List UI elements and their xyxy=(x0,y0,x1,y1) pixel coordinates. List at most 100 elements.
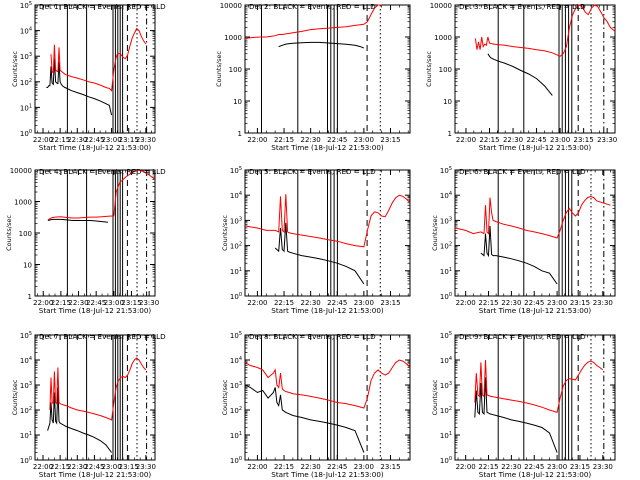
x-tick-label: 22:00 xyxy=(247,463,267,471)
series-line xyxy=(244,4,382,39)
x-axis-label: Start Time (18-Jul-12 21:53:00) xyxy=(39,143,152,152)
y-tick-label: 103 xyxy=(230,216,242,225)
x-tick-label: 23:00 xyxy=(354,136,374,144)
y-tick-label: 1000 xyxy=(434,34,452,42)
y-tick-label: 103 xyxy=(440,381,452,390)
y-tick-label: 1 xyxy=(448,130,452,138)
plot-frame xyxy=(454,169,616,297)
y-tick-label: 105 xyxy=(440,166,452,175)
y-tick-label: 1 xyxy=(238,130,242,138)
series-line xyxy=(49,357,147,421)
y-tick-label: 100 xyxy=(440,292,452,301)
chart-title: Det 6: BLACK = Events, RED = LLD xyxy=(459,167,586,176)
x-tick-label: 22:00 xyxy=(33,136,53,144)
y-axis-label: Counts/sec xyxy=(11,51,19,87)
x-tick-label: 23:00 xyxy=(104,299,124,307)
chart-panel-2: 1 10 100 1000 10000 22:00 22:15 22:30 22:45 23:00… xyxy=(215,2,411,152)
y-tick-label: 104 xyxy=(230,356,242,365)
series-line xyxy=(474,359,604,414)
chart-title: Det 3: BLACK = Events, RED = LLD xyxy=(459,2,586,11)
y-tick-label: 104 xyxy=(230,191,242,200)
x-tick-label: 22:30 xyxy=(503,136,523,144)
y-tick-label: 10 xyxy=(443,98,452,106)
x-tick-label: 22:30 xyxy=(67,463,87,471)
series-line xyxy=(474,377,558,453)
y-tick-label: 101 xyxy=(20,103,32,112)
y-tick-label: 104 xyxy=(440,356,452,365)
x-tick-label: 22:00 xyxy=(247,299,267,307)
x-tick-label: 23:15 xyxy=(380,136,400,144)
x-tick-label: 22:45 xyxy=(327,299,347,307)
x-tick-label: 23:15 xyxy=(121,299,141,307)
x-tick-label: 22:15 xyxy=(50,136,70,144)
x-tick-label: 23:30 xyxy=(597,136,617,144)
y-tick-label: 1000 xyxy=(14,199,32,207)
y-tick-label: 103 xyxy=(230,381,242,390)
y-tick-label: 101 xyxy=(440,431,452,440)
series-line xyxy=(244,384,365,453)
x-tick-label: 23:15 xyxy=(119,136,139,144)
x-tick-label: 23:00 xyxy=(354,299,374,307)
y-tick-label: 101 xyxy=(440,267,452,276)
x-tick-label: 22:30 xyxy=(501,463,521,471)
chart-title: Det 5: BLACK = Events, RED = LLD xyxy=(249,167,376,176)
y-tick-label: 102 xyxy=(230,242,242,251)
x-tick-label: 22:00 xyxy=(247,136,267,144)
x-tick-label: 22:15 xyxy=(51,299,71,307)
y-tick-label: 104 xyxy=(440,191,452,200)
x-tick-label: 22:15 xyxy=(50,463,70,471)
series-line xyxy=(480,225,558,285)
x-tick-label: 22:00 xyxy=(456,463,476,471)
y-tick-label: 100 xyxy=(20,129,32,138)
series-line xyxy=(47,169,156,221)
x-tick-label: 23:15 xyxy=(574,136,594,144)
y-tick-label: 101 xyxy=(230,267,242,276)
y-tick-label: 10 xyxy=(23,262,32,270)
y-tick-label: 101 xyxy=(230,431,242,440)
chart-panel-8: 100 101 102 103 104 105 22:00 22:15 22:30 22:45 23… xyxy=(221,331,411,479)
plot-frame xyxy=(34,4,156,134)
x-tick-label: 22:45 xyxy=(84,463,104,471)
y-tick-label: 10 xyxy=(233,98,242,106)
x-tick-label: 22:00 xyxy=(456,136,476,144)
chart-panel-7: 10010110210310410522:0022:1522:3022:4523… xyxy=(11,331,166,479)
x-tick-label: 23:15 xyxy=(380,463,400,471)
x-axis-label: Start Time (18-Jul-12 21:53:00) xyxy=(271,306,384,315)
y-tick-label: 100 xyxy=(230,456,242,465)
series-line xyxy=(274,222,365,285)
y-axis-label: Counts/sec xyxy=(5,215,13,251)
y-tick-label: 10000 xyxy=(220,2,242,10)
x-tick-label: 22:30 xyxy=(301,463,321,471)
x-tick-label: 22:45 xyxy=(86,299,106,307)
x-axis-label: Start Time (18-Jul-12 21:53:00) xyxy=(271,470,384,479)
x-axis-label: Start Time (18-Jul-12 21:53:00) xyxy=(479,306,592,315)
y-axis-label: Counts/sec xyxy=(431,379,439,415)
x-axis-label: Start Time (18-Jul-12 21:53:00) xyxy=(39,306,152,315)
series-line xyxy=(46,58,113,116)
plot-frame xyxy=(454,334,616,461)
y-tick-label: 105 xyxy=(230,331,242,340)
y-tick-label: 105 xyxy=(230,166,242,175)
x-axis-label: Start Time (18-Jul-12 21:53:00) xyxy=(39,470,152,479)
chart-panel-1: 10010110210310410522:0022:1522:3022:4523… xyxy=(11,1,166,152)
x-tick-label: 23:00 xyxy=(550,136,570,144)
y-axis-label: Counts/sec xyxy=(221,379,229,415)
y-tick-label: 105 xyxy=(20,1,32,10)
x-tick-label: 22:00 xyxy=(33,299,53,307)
y-axis-label: Counts/sec xyxy=(431,215,439,251)
series-line xyxy=(278,41,365,49)
x-tick-label: 23:00 xyxy=(547,299,567,307)
x-tick-label: 23:15 xyxy=(380,299,400,307)
x-tick-label: 23:15 xyxy=(570,299,590,307)
x-tick-label: 23:30 xyxy=(136,136,156,144)
y-axis-label: Counts/sec xyxy=(425,51,433,87)
y-axis-label: Counts/sec xyxy=(215,51,223,87)
y-tick-label: 1 xyxy=(28,293,32,301)
x-tick-label: 22:45 xyxy=(524,299,544,307)
plot-frame xyxy=(34,334,156,461)
series-line xyxy=(454,195,611,239)
x-tick-label: 22:30 xyxy=(301,299,321,307)
x-tick-label: 23:00 xyxy=(547,463,567,471)
